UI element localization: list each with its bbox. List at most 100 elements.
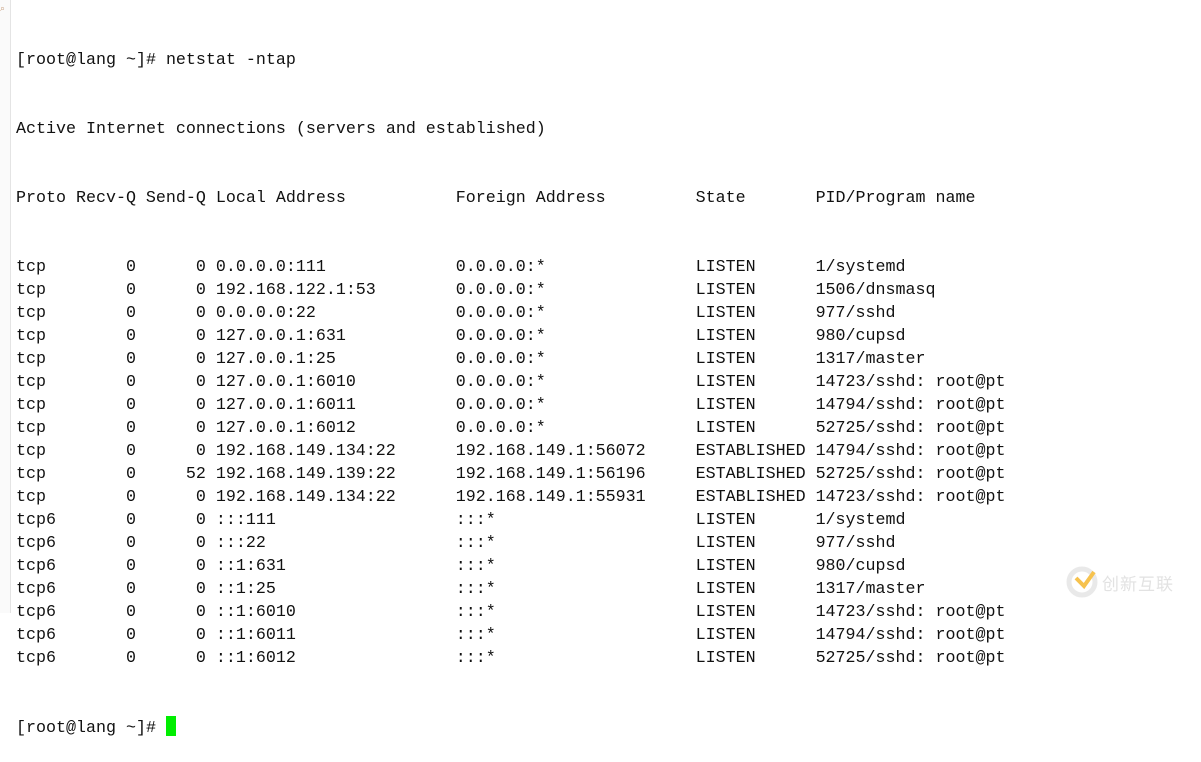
cell-local-address: :::111 [215, 511, 276, 530]
cell-pid-program: 52725/sshd: root@pt [815, 419, 1006, 438]
cell-sendq: 0 [195, 350, 206, 369]
cell-proto: tcp [16, 488, 46, 507]
cell-pid-program: 1/systemd [815, 511, 906, 530]
cell-state: LISTEN [695, 557, 756, 576]
header-recvq: Recv-Q [75, 189, 136, 208]
cell-state: LISTEN [695, 580, 756, 599]
table-row: tcp6 0 0 ::1:631:::* LISTEN 980/cupsd [16, 555, 1005, 578]
cell-local-address: 0.0.0.0:111 [215, 258, 326, 277]
table-row: tcp 0 0 192.168.149.134:22 192.168.149.1:55… [16, 486, 1005, 509]
prompt: [root@lang ~]# [16, 51, 166, 70]
table-row: tcp 0 52 192.168.149.139:22 192.168.149.1:5… [16, 463, 1005, 486]
cell-recvq: 0 [125, 511, 136, 530]
logo-icon [1066, 566, 1098, 598]
cell-state: LISTEN [695, 350, 756, 369]
cell-proto: tcp [16, 465, 46, 484]
terminal-output[interactable]: [root@lang ~]# netstat -ntap Active Inte… [16, 3, 1005, 762]
cell-state: LISTEN [695, 396, 756, 415]
cell-pid-program: 977/sshd [815, 304, 896, 323]
cell-local-address: ::1:631 [215, 557, 286, 576]
cell-state: LISTEN [695, 534, 756, 553]
cell-pid-program: 1317/master [815, 350, 926, 369]
cell-recvq: 0 [125, 465, 136, 484]
cell-pid-program: 980/cupsd [815, 327, 906, 346]
header-pid: PID/Program name [815, 189, 976, 208]
cell-pid-program: 14794/sshd: root@pt [815, 396, 1006, 415]
table-row: tcp6 0 0 ::1:6011:::* LISTEN 14794/sshd: roo… [16, 624, 1005, 647]
cell-pid-program: 14723/sshd: root@pt [815, 488, 1006, 507]
cell-local-address: 0.0.0.0:22 [215, 304, 316, 323]
cell-state: LISTEN [695, 327, 756, 346]
cell-recvq: 0 [125, 350, 136, 369]
cell-proto: tcp6 [16, 511, 56, 530]
cell-pid-program: 14794/sshd: root@pt [815, 442, 1006, 461]
cell-sendq: 0 [195, 534, 206, 553]
cell-state: LISTEN [695, 373, 756, 392]
table-row: tcp6 0 0 :::111:::* LISTEN 1/systemd [16, 509, 1005, 532]
table-row: tcp 0 0 127.0.0.1:631 0.0.0.0:* LISTEN 980/cu… [16, 325, 1005, 348]
cell-foreign-address: 0.0.0.0:* [455, 281, 546, 300]
cell-sendq: 0 [195, 626, 206, 645]
cell-local-address: 127.0.0.1:6011 [215, 396, 356, 415]
cell-foreign-address: :::* [455, 626, 496, 645]
table-row: tcp6 0 0 :::22:::* LISTEN 977/sshd [16, 532, 1005, 555]
cell-recvq: 0 [125, 488, 136, 507]
cell-local-address: 127.0.0.1:6012 [215, 419, 356, 438]
cell-sendq: 0 [195, 649, 206, 668]
cell-recvq: 0 [125, 534, 136, 553]
cell-pid-program: 52725/sshd: root@pt [815, 465, 1006, 484]
cell-foreign-address: :::* [455, 534, 496, 553]
cell-sendq: 0 [195, 327, 206, 346]
cell-foreign-address: 192.168.149.1:56072 [455, 442, 646, 461]
table-row: tcp 0 0 192.168.122.1:53 0.0.0.0:* LISTEN 150… [16, 279, 1005, 302]
cell-recvq: 0 [125, 419, 136, 438]
cell-proto: tcp [16, 281, 46, 300]
cell-proto: tcp [16, 373, 46, 392]
cell-recvq: 0 [125, 626, 136, 645]
cell-local-address: 192.168.149.134:22 [215, 442, 396, 461]
cell-recvq: 0 [125, 373, 136, 392]
cell-sendq: 0 [195, 557, 206, 576]
cell-proto: tcp6 [16, 649, 56, 668]
cell-foreign-address: 192.168.149.1:55931 [455, 488, 646, 507]
header-row: Proto Recv-Q Send-Q Local Address Foreign A… [16, 187, 1005, 210]
final-prompt-line: [root@lang ~]# [16, 716, 1005, 739]
cell-pid-program: 980/cupsd [815, 557, 906, 576]
cell-proto: tcp [16, 258, 46, 277]
cell-local-address: 192.168.122.1:53 [215, 281, 376, 300]
cell-pid-program: 52725/sshd: root@pt [815, 649, 1006, 668]
command-line: [root@lang ~]# netstat -ntap [16, 49, 1005, 72]
cell-foreign-address: 0.0.0.0:* [455, 350, 546, 369]
cell-sendq: 0 [195, 511, 206, 530]
cell-sendq: 0 [195, 396, 206, 415]
cell-foreign-address: :::* [455, 511, 496, 530]
cell-proto: tcp [16, 419, 46, 438]
cell-state: ESTABLISHED [695, 465, 806, 484]
cell-local-address: 127.0.0.1:6010 [215, 373, 356, 392]
cell-state: LISTEN [695, 258, 756, 277]
cell-foreign-address: 0.0.0.0:* [455, 327, 546, 346]
table-row: tcp6 0 0 ::1:6012:::* LISTEN 52725/sshd: roo… [16, 647, 1005, 670]
cell-recvq: 0 [125, 557, 136, 576]
cell-state: ESTABLISHED [695, 442, 806, 461]
cell-recvq: 0 [125, 281, 136, 300]
cell-local-address: 192.168.149.139:22 [215, 465, 396, 484]
cell-pid-program: 1/systemd [815, 258, 906, 277]
cell-recvq: 0 [125, 580, 136, 599]
cell-state: LISTEN [695, 649, 756, 668]
cell-proto: tcp [16, 350, 46, 369]
cell-sendq: 0 [195, 580, 206, 599]
cell-local-address: 192.168.149.134:22 [215, 488, 396, 507]
table-row: tcp 0 0 0.0.0.0:111 0.0.0.0:* LISTEN 1/system… [16, 256, 1005, 279]
cell-foreign-address: 0.0.0.0:* [455, 304, 546, 323]
cell-sendq: 52 [185, 465, 206, 484]
cell-pid-program: 1506/dnsmasq [815, 281, 936, 300]
cell-foreign-address: :::* [455, 580, 496, 599]
cell-local-address: ::1:6012 [215, 649, 296, 668]
connection-rows: tcp 0 0 0.0.0.0:111 0.0.0.0:* LISTEN 1/system… [16, 256, 1005, 670]
cell-recvq: 0 [125, 649, 136, 668]
search-icon: ⌕ [0, 4, 6, 14]
cell-proto: tcp [16, 327, 46, 346]
cell-state: LISTEN [695, 626, 756, 645]
table-row: tcp 0 0 127.0.0.1:6011 0.0.0.0:* LISTEN 14794… [16, 394, 1005, 417]
